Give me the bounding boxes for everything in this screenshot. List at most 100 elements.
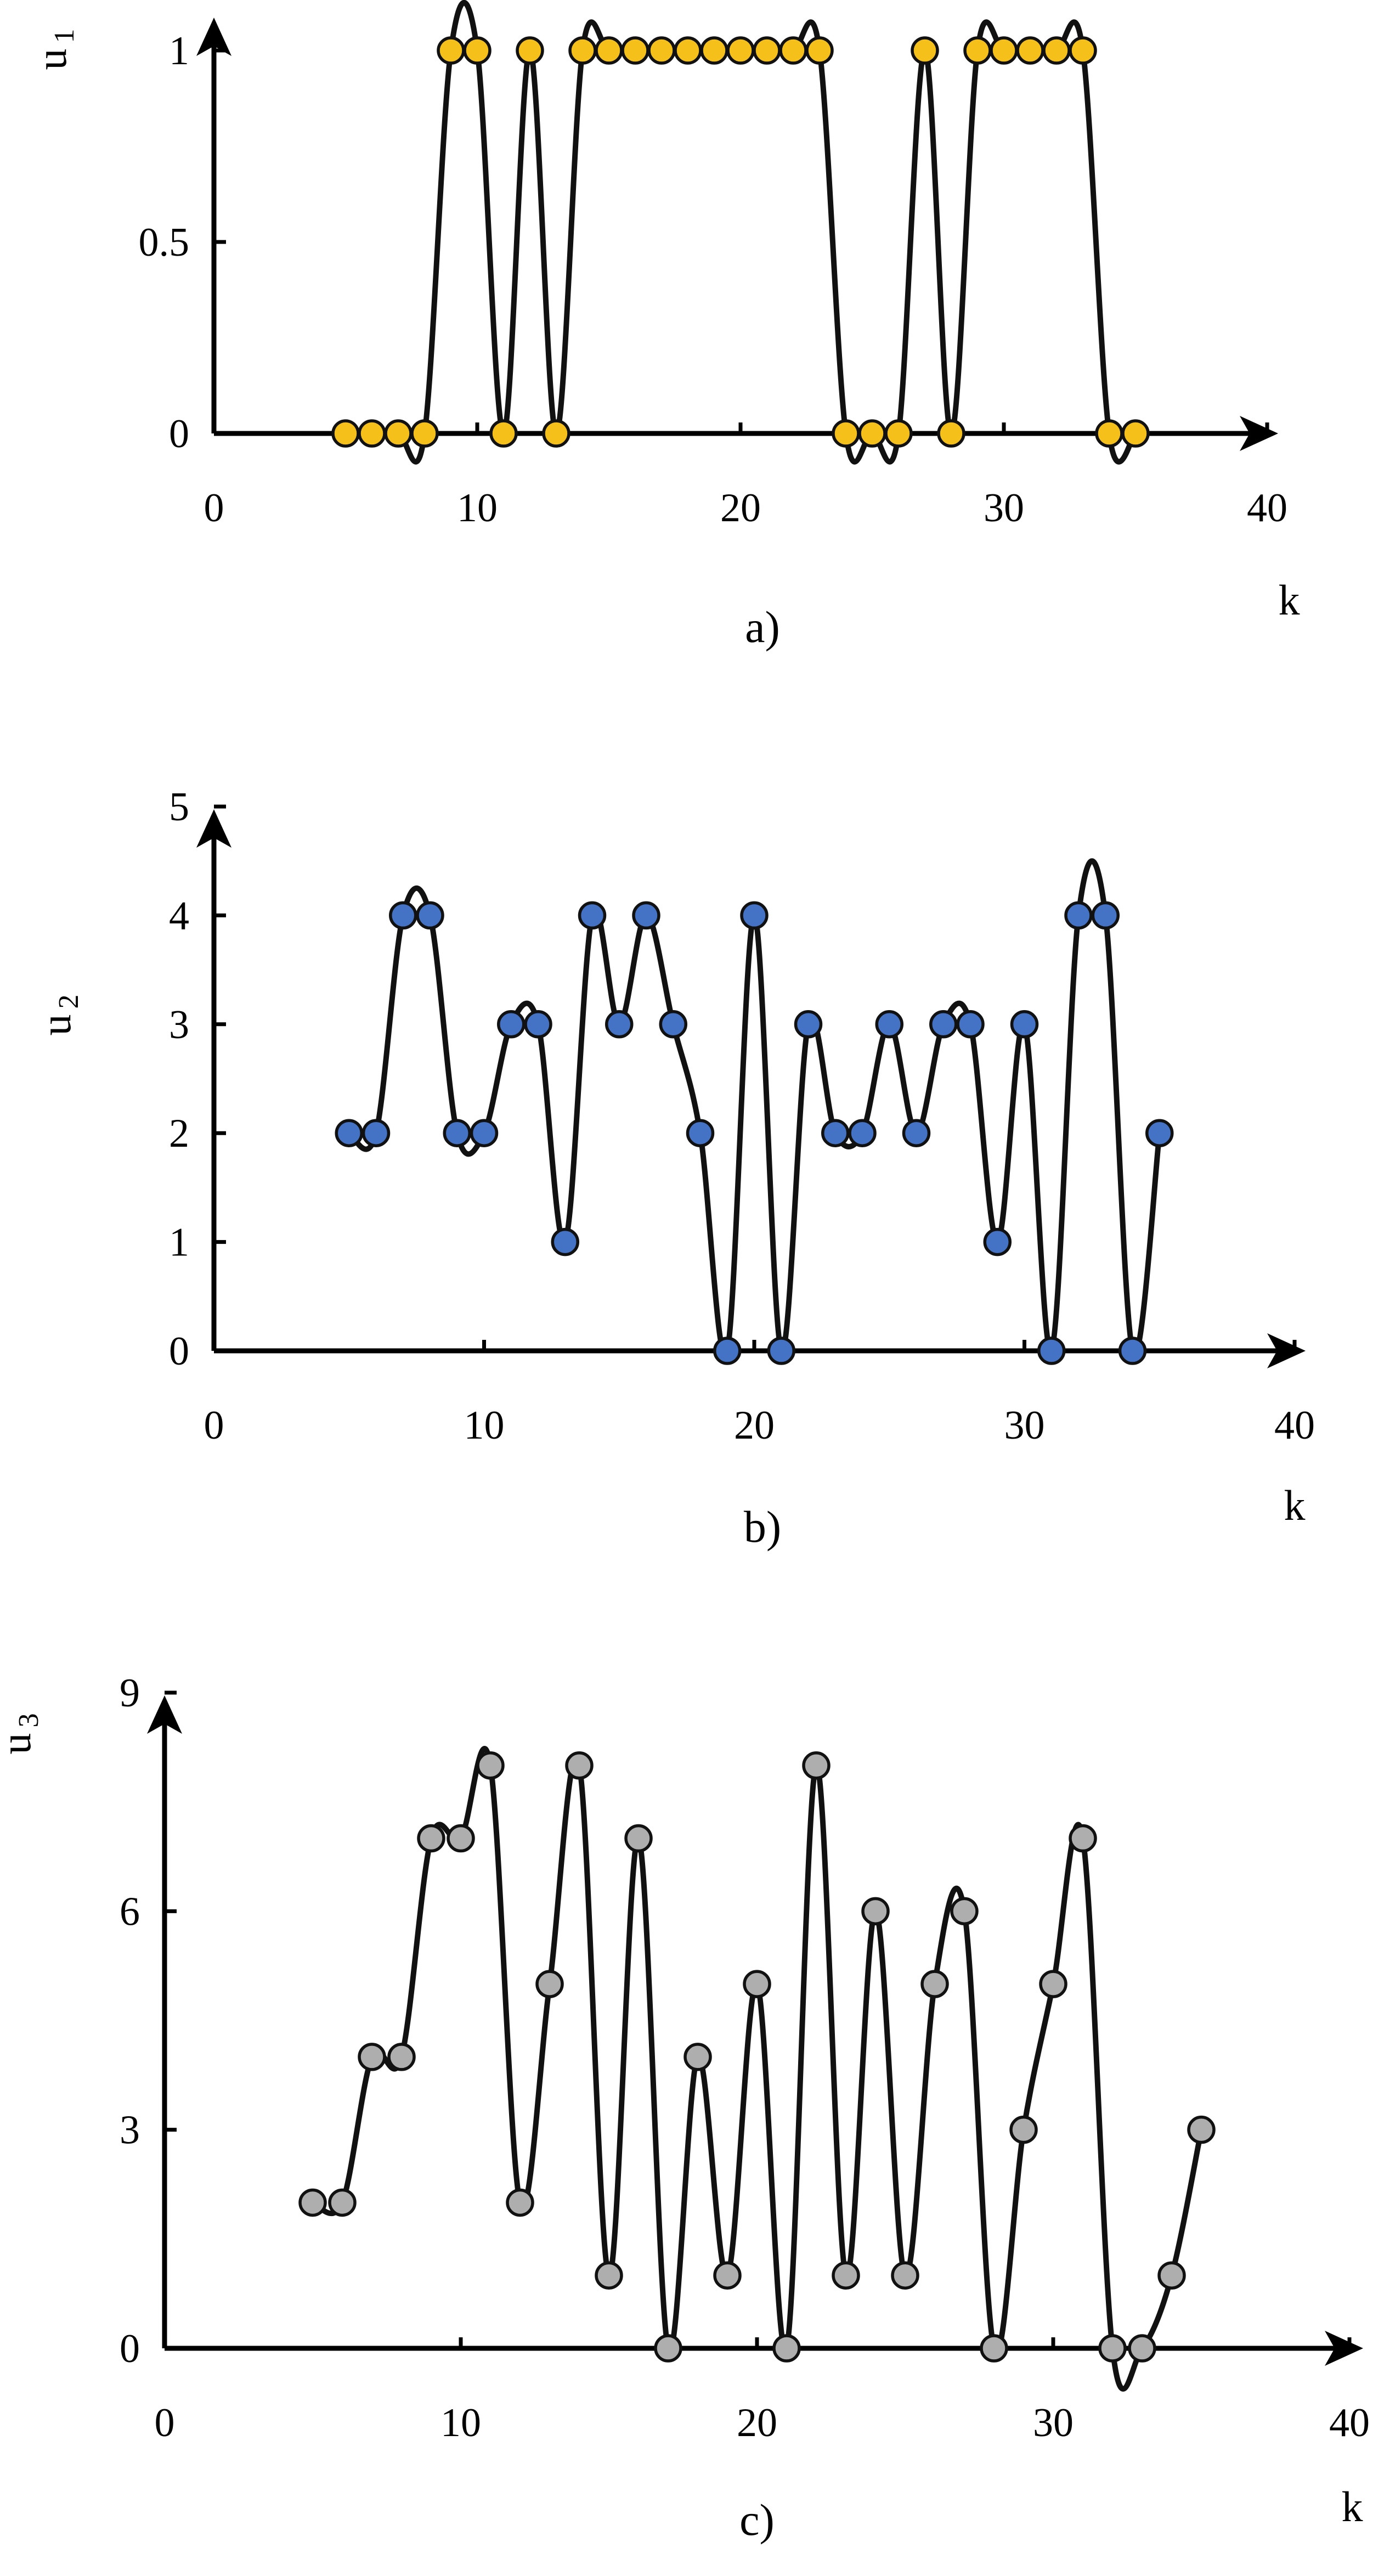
chart-panel-1: 0 10 20 30 40 0 0.5 1 u1 k a): [27, 0, 1300, 652]
data-point: [772, 2334, 801, 2363]
data-point: [358, 2043, 386, 2071]
data-point: [328, 2188, 357, 2217]
data-point: [832, 419, 860, 448]
data-point: [565, 1751, 594, 1780]
y-tick-label: 0.5: [139, 220, 190, 265]
x-axis-label: k: [1342, 2483, 1363, 2530]
y-tick-label: 3: [120, 2108, 140, 2153]
data-point: [1187, 2115, 1216, 2144]
data-point: [595, 2261, 623, 2290]
data-point: [1037, 1337, 1066, 1365]
data-point: [335, 1119, 363, 1147]
data-point: [920, 1970, 949, 1998]
data-point: [621, 36, 649, 65]
data-point: [929, 1010, 958, 1039]
data-point: [743, 1970, 771, 1998]
data-point: [506, 2188, 534, 2217]
data-point: [331, 419, 360, 448]
data-point: [568, 36, 597, 65]
data-point: [861, 1897, 890, 1926]
data-point: [1118, 1337, 1147, 1365]
data-point: [1091, 901, 1120, 930]
y-axis-label: u2: [32, 995, 84, 1036]
y-axis-arrow: [147, 1695, 182, 1734]
y-axis-label: u1: [27, 29, 80, 70]
x-tick-label: 0: [204, 486, 224, 531]
chart-panel-2: 0 10 20 30 40 0 1 2 3 4 5 u2 k b): [32, 785, 1315, 1552]
data-point: [891, 2261, 919, 2290]
x-tick-label: 0: [204, 1403, 224, 1448]
data-point: [740, 901, 769, 930]
data-point: [956, 1010, 985, 1039]
data-point: [937, 419, 965, 448]
x-tick-label: 30: [1033, 2400, 1074, 2445]
data-point: [417, 1824, 445, 1853]
data-point: [489, 419, 518, 448]
data-point: [361, 1119, 391, 1147]
x-axis-label: k: [1284, 1481, 1306, 1529]
data-point: [387, 2043, 416, 2071]
x-tick-label: 30: [1004, 1403, 1045, 1448]
data-point: [1010, 1010, 1039, 1039]
data-point: [686, 1119, 715, 1147]
data-point: [1098, 2334, 1127, 2363]
data-point: [1016, 36, 1044, 65]
data-point: [1157, 2261, 1186, 2290]
data-point: [674, 36, 702, 65]
data-point: [437, 36, 465, 65]
data-point: [1121, 419, 1150, 448]
data-point: [542, 419, 570, 448]
y-tick-label: 0: [169, 412, 189, 456]
x-tick-label: 20: [720, 486, 761, 531]
y-tick-label: 3: [169, 1002, 189, 1047]
series-line: [346, 858, 1162, 1358]
data-point: [659, 1010, 687, 1039]
series-line: [343, 0, 1138, 465]
data-point: [805, 36, 834, 65]
data-point: [767, 1337, 795, 1365]
data-point: [476, 1751, 505, 1780]
data-point: [443, 1119, 471, 1147]
y-tick-label: 6: [120, 1889, 140, 1934]
data-point: [963, 36, 992, 65]
data-point: [595, 36, 623, 65]
data-point: [713, 1337, 742, 1365]
data-point: [726, 36, 755, 65]
y-tick-label: 2: [169, 1111, 189, 1156]
y-axis-arrow: [196, 18, 231, 56]
panel-label: b): [744, 1502, 781, 1552]
data-point: [990, 36, 1018, 65]
data-point: [416, 901, 444, 930]
data-point: [516, 36, 544, 65]
x-tick-label: 0: [155, 2400, 175, 2445]
x-tick-label: 10: [440, 2400, 481, 2445]
x-axis-arrow: [1240, 416, 1278, 451]
data-point: [794, 1010, 823, 1039]
panel-label: a): [745, 602, 780, 652]
y-axis-label: u3: [0, 1713, 44, 1755]
y-tick-label: 0: [169, 1329, 189, 1374]
y-tick-label: 9: [120, 1671, 140, 1716]
data-point: [410, 419, 439, 448]
y-tick-label: 1: [169, 29, 189, 74]
x-tick-label: 10: [464, 1403, 505, 1448]
data-point: [654, 2334, 682, 2363]
data-point: [1039, 1970, 1067, 1998]
data-point: [832, 2261, 860, 2290]
data-point: [980, 2334, 1008, 2363]
data-point: [683, 2043, 712, 2071]
data-point: [911, 36, 939, 65]
data-point: [950, 1897, 979, 1926]
data-point: [1069, 36, 1097, 65]
data-point: [713, 2261, 742, 2290]
x-axis-arrow: [1325, 2331, 1363, 2366]
series-line: [310, 1745, 1204, 2392]
x-tick-label: 40: [1274, 1403, 1315, 1448]
data-point: [848, 1119, 877, 1147]
data-point: [605, 1010, 634, 1039]
data-point: [1042, 36, 1071, 65]
data-point: [358, 419, 386, 448]
data-point: [902, 1119, 931, 1147]
data-point: [578, 901, 607, 930]
